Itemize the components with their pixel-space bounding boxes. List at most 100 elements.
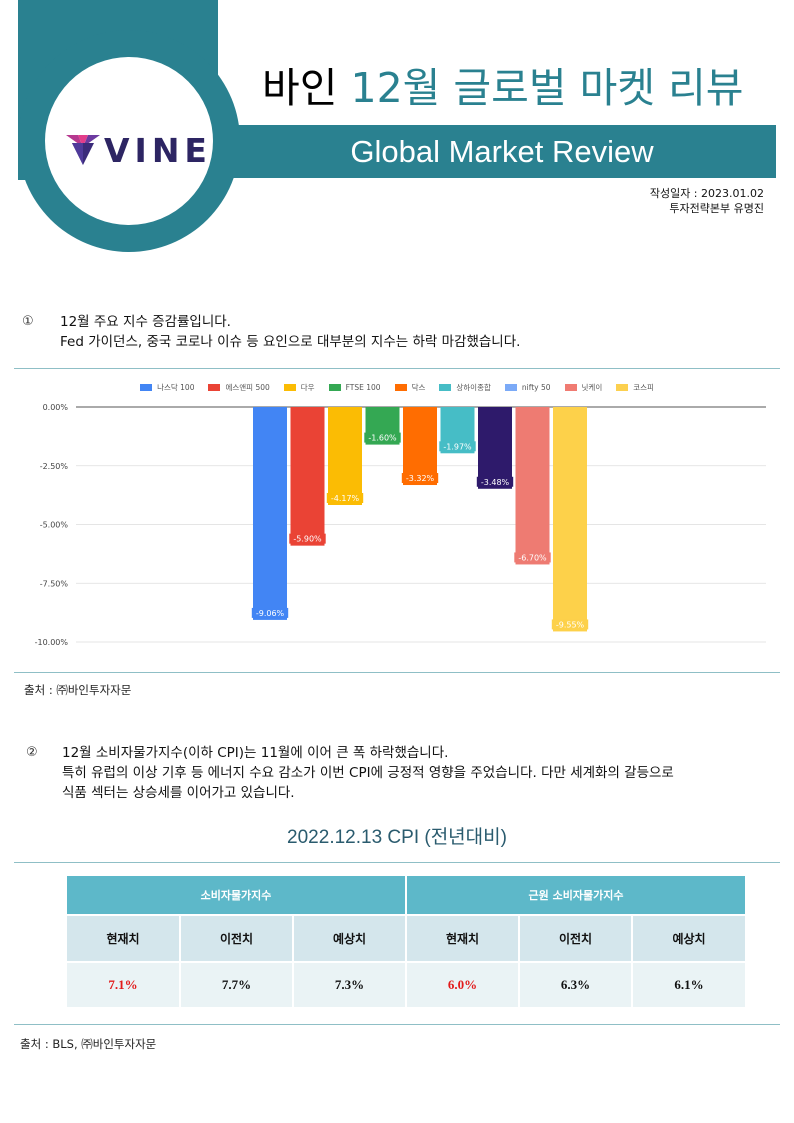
vine-logo: VINE — [66, 130, 212, 170]
section1-line2: Fed 가이던스, 중국 코로나 이슈 등 요인으로 대부분의 지수는 하락 마… — [60, 334, 521, 350]
core-cpi-current-value: 6.0% — [406, 961, 520, 1007]
legend-swatch — [208, 384, 221, 391]
cpi-previous-header: 이전치 — [180, 914, 294, 962]
data-label-bg — [514, 552, 551, 563]
section1-text: 12월 주요 지수 증감률입니다. Fed 가이던스, 중국 코로나 이슈 등 … — [60, 312, 520, 352]
data-label-bg — [289, 533, 326, 544]
legend-swatch — [140, 384, 153, 391]
legend-swatch — [394, 384, 407, 391]
header-title-bar — [218, 125, 776, 178]
document-date: 작성일자 : 2023.01.02 — [649, 187, 764, 200]
section2-line1: 12월 소비자물가지수(이하 CPI)는 11월에 이어 큰 폭 하락했습니다. — [62, 745, 449, 761]
data-label-bg — [551, 619, 589, 630]
section2-line2: 특히 유럽의 이상 기후 등 에너지 수요 감소가 이번 CPI에 긍정적 영향… — [62, 765, 674, 781]
legend-swatch — [564, 384, 577, 391]
chart-plot: 0.00% -2.50% -5.00% -7.50% -10.00% -9.06% -5.9… — [35, 403, 766, 647]
data-label-bg — [251, 607, 289, 618]
page-title-accent: 12월 글로벌 마켓 리뷰 — [350, 64, 744, 112]
cpi-previous-value: 7.7% — [180, 961, 294, 1007]
core-cpi-forecast-value: 6.1% — [632, 961, 745, 1007]
bar — [553, 407, 587, 632]
data-label-bg — [401, 473, 439, 484]
bar — [478, 407, 512, 489]
legend-item: 닛케이 — [564, 382, 603, 393]
legend-label: 닥스 — [411, 383, 426, 392]
section1-source: 출처 : ㈜바인투자자문 — [24, 683, 132, 697]
legend-label: FTSE 100 — [345, 383, 381, 392]
data-label-bg — [476, 476, 514, 487]
cpi-current-value: 7.1% — [67, 961, 181, 1007]
legend-label: 나스닥 100 — [157, 383, 195, 392]
y-tick-label: -2.50% — [40, 462, 69, 471]
core-cpi-previous-value: 6.3% — [519, 961, 633, 1007]
logo-badge — [45, 57, 213, 225]
cpi-current-header: 현재치 — [67, 914, 181, 962]
data-label-bg — [364, 432, 401, 443]
legend-item: 닥스 — [394, 382, 426, 393]
section2-number: ② — [26, 745, 38, 760]
legend-item: 다우 — [283, 382, 315, 393]
data-label: -3.32% — [406, 474, 435, 483]
legend-label: 닛케이 — [581, 383, 603, 392]
data-label: -9.55% — [556, 620, 585, 629]
data-label: -5.90% — [293, 535, 322, 544]
data-label-bg — [326, 492, 364, 503]
section1-number: ① — [22, 314, 34, 329]
cpi-table-title: 2022.12.13 CPI (전년대비) — [287, 827, 507, 848]
legend-item: 코스피 — [616, 382, 654, 393]
legend-label: 상하이종합 — [456, 383, 491, 392]
bar — [403, 407, 437, 486]
core-cpi-previous-header: 이전치 — [519, 914, 633, 962]
core-cpi-group-header: 근원 소비자물가지수 — [406, 876, 745, 915]
section2-source: 출처 : BLS, ㈜바인투자자문 — [20, 1037, 157, 1051]
legend-item: nifty 50 — [504, 382, 551, 393]
document-meta: 작성일자 : 2023.01.02 투자전략본부 유명진 — [650, 186, 764, 216]
page-subtitle: Global Market Review — [350, 134, 654, 169]
legend-swatch — [616, 384, 629, 391]
legend-swatch — [328, 384, 341, 391]
table-row: 7.1% 7.7% 7.3% 6.0% 6.3% 6.1% — [67, 961, 745, 1007]
bar — [328, 407, 362, 505]
legend-label: 에스앤피 500 — [225, 383, 270, 392]
chart-bottom-divider — [14, 672, 780, 673]
data-label: -1.97% — [443, 442, 472, 451]
vine-logo-mark-icon — [66, 133, 100, 167]
page-title: 바인 12월 글로벌 마켓 리뷰 — [262, 58, 744, 118]
legend-item: 상하이종합 — [439, 382, 491, 393]
legend-label: 다우 — [300, 383, 315, 392]
cpi-forecast-value: 7.3% — [293, 961, 407, 1007]
data-label: -1.60% — [368, 434, 397, 443]
table-bottom-divider — [14, 1024, 780, 1025]
document-author: 투자전략본부 유명진 — [669, 202, 764, 215]
y-tick-label: -5.00% — [40, 521, 69, 530]
core-cpi-current-header: 현재치 — [406, 914, 520, 962]
y-tick-label: 0.00% — [43, 403, 69, 412]
section1-line1: 12월 주요 지수 증감률입니다. — [60, 314, 231, 330]
core-cpi-forecast-header: 예상치 — [632, 914, 745, 962]
y-tick-label: -7.50% — [40, 579, 69, 588]
section2-text: 12월 소비자물가지수(이하 CPI)는 11월에 이어 큰 폭 하락했습니다.… — [62, 743, 674, 803]
cpi-forecast-header: 예상치 — [293, 914, 407, 962]
vine-logo-text: VINE — [104, 130, 212, 170]
legend-label: 코스피 — [633, 383, 654, 392]
bar — [253, 407, 287, 620]
legend-item: 나스닥 100 — [140, 382, 194, 393]
data-label: -6.70% — [518, 553, 547, 562]
legend-swatch — [283, 384, 296, 391]
cpi-table: 소비자물가지수 근원 소비자물가지수 현재치 이전치 예상치 현재치 이전치 예… — [67, 876, 745, 1007]
data-label: -3.48% — [481, 478, 510, 487]
table-top-divider — [14, 862, 780, 863]
data-label: -9.06% — [256, 609, 285, 618]
chart-legend: 나스닥 100 에스앤피 500 다우 FTSE 100 닥스 상하이종합 nifty 50… — [14, 382, 780, 393]
legend-item: 에스앤피 500 — [208, 382, 270, 393]
index-change-chart: 나스닥 100 에스앤피 500 다우 FTSE 100 닥스 상하이종합 nifty 50… — [14, 372, 780, 670]
bar — [515, 407, 550, 565]
legend-swatch — [504, 384, 517, 391]
section2-line3: 식품 섹터는 상승세를 이어가고 있습니다. — [62, 785, 295, 801]
data-label-bg — [439, 441, 476, 452]
legend-swatch — [439, 384, 452, 391]
legend-label: nifty 50 — [521, 383, 551, 392]
page-title-prefix: 바인 — [262, 64, 351, 112]
chart-top-divider — [14, 368, 780, 369]
y-tick-label: -10.00% — [35, 638, 69, 647]
